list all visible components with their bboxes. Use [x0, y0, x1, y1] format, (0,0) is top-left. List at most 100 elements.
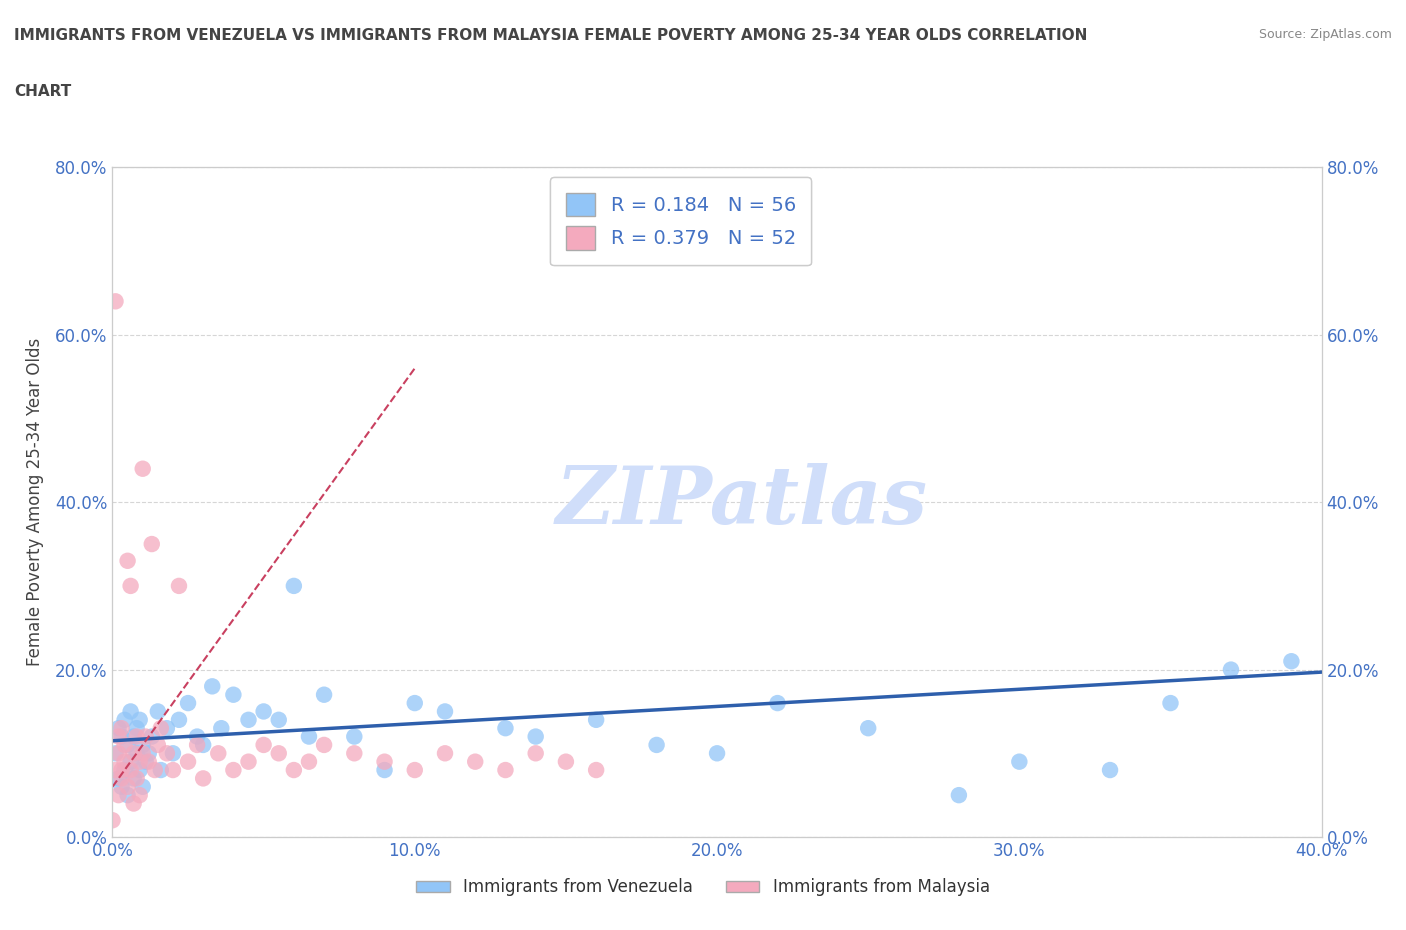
Point — [149, 721, 172, 736]
Point — [1008, 754, 1031, 769]
Point — [162, 763, 184, 777]
Point — [122, 729, 145, 744]
Point — [524, 729, 547, 744]
Point — [138, 746, 160, 761]
Point — [314, 687, 336, 702]
Point — [167, 712, 190, 727]
Point — [374, 763, 396, 777]
Point — [267, 746, 290, 761]
Point — [120, 704, 142, 719]
Point — [1159, 696, 1181, 711]
Point — [143, 763, 166, 777]
Point — [122, 796, 145, 811]
Point — [114, 763, 136, 777]
Point — [110, 779, 132, 794]
Point — [146, 737, 169, 752]
Point — [186, 737, 208, 752]
Point — [404, 696, 426, 711]
Point — [107, 729, 129, 744]
Y-axis label: Female Poverty Among 25-34 Year Olds: Female Poverty Among 25-34 Year Olds — [25, 339, 44, 666]
Point — [122, 771, 145, 786]
Text: Source: ZipAtlas.com: Source: ZipAtlas.com — [1258, 28, 1392, 41]
Point — [554, 754, 576, 769]
Point — [177, 754, 200, 769]
Point — [156, 721, 179, 736]
Point — [110, 729, 132, 744]
Point — [114, 754, 136, 769]
Point — [856, 721, 880, 736]
Point — [222, 687, 245, 702]
Point — [110, 771, 132, 786]
Point — [433, 746, 456, 761]
Point — [283, 763, 305, 777]
Point — [253, 737, 276, 752]
Point — [107, 771, 129, 786]
Point — [104, 746, 127, 761]
Point — [343, 729, 366, 744]
Point — [117, 553, 139, 568]
Text: ZIPatlas: ZIPatlas — [555, 463, 928, 541]
Point — [162, 746, 184, 761]
Point — [120, 763, 142, 777]
Point — [404, 763, 426, 777]
Point — [1279, 654, 1302, 669]
Point — [464, 754, 486, 769]
Point — [132, 779, 155, 794]
Point — [201, 679, 224, 694]
Point — [141, 537, 163, 551]
Point — [495, 721, 517, 736]
Point — [283, 578, 305, 593]
Point — [141, 729, 163, 744]
Point — [138, 754, 160, 769]
Point — [253, 704, 276, 719]
Point — [238, 712, 260, 727]
Point — [114, 737, 136, 752]
Point — [524, 746, 547, 761]
Point — [128, 788, 150, 803]
Point — [117, 779, 139, 794]
Point — [120, 578, 142, 593]
Point — [125, 746, 148, 761]
Point — [585, 712, 607, 727]
Point — [222, 763, 245, 777]
Point — [146, 704, 169, 719]
Point — [766, 696, 789, 711]
Point — [128, 712, 150, 727]
Point — [125, 771, 148, 786]
Point — [107, 746, 129, 761]
Point — [104, 294, 127, 309]
Point — [149, 763, 172, 777]
Point — [167, 578, 190, 593]
Text: CHART: CHART — [14, 84, 72, 99]
Point — [120, 754, 142, 769]
Point — [209, 721, 232, 736]
Point — [645, 737, 668, 752]
Point — [343, 746, 366, 761]
Point — [191, 737, 214, 752]
Point — [135, 754, 157, 769]
Point — [191, 771, 214, 786]
Point — [117, 737, 139, 752]
Point — [135, 729, 157, 744]
Point — [186, 729, 208, 744]
Point — [128, 754, 150, 769]
Point — [125, 729, 148, 744]
Point — [117, 788, 139, 803]
Point — [267, 712, 290, 727]
Point — [706, 746, 728, 761]
Point — [101, 813, 124, 828]
Point — [298, 729, 321, 744]
Point — [156, 746, 179, 761]
Point — [110, 721, 132, 736]
Legend: R = 0.184   N = 56, R = 0.379   N = 52: R = 0.184 N = 56, R = 0.379 N = 52 — [550, 177, 811, 265]
Point — [433, 704, 456, 719]
Text: IMMIGRANTS FROM VENEZUELA VS IMMIGRANTS FROM MALAYSIA FEMALE POVERTY AMONG 25-34: IMMIGRANTS FROM VENEZUELA VS IMMIGRANTS … — [14, 28, 1087, 43]
Point — [298, 754, 321, 769]
Point — [1098, 763, 1121, 777]
Point — [132, 746, 155, 761]
Point — [107, 788, 129, 803]
Point — [1220, 662, 1243, 677]
Point — [132, 461, 155, 476]
Point — [122, 746, 145, 761]
Point — [107, 721, 129, 736]
